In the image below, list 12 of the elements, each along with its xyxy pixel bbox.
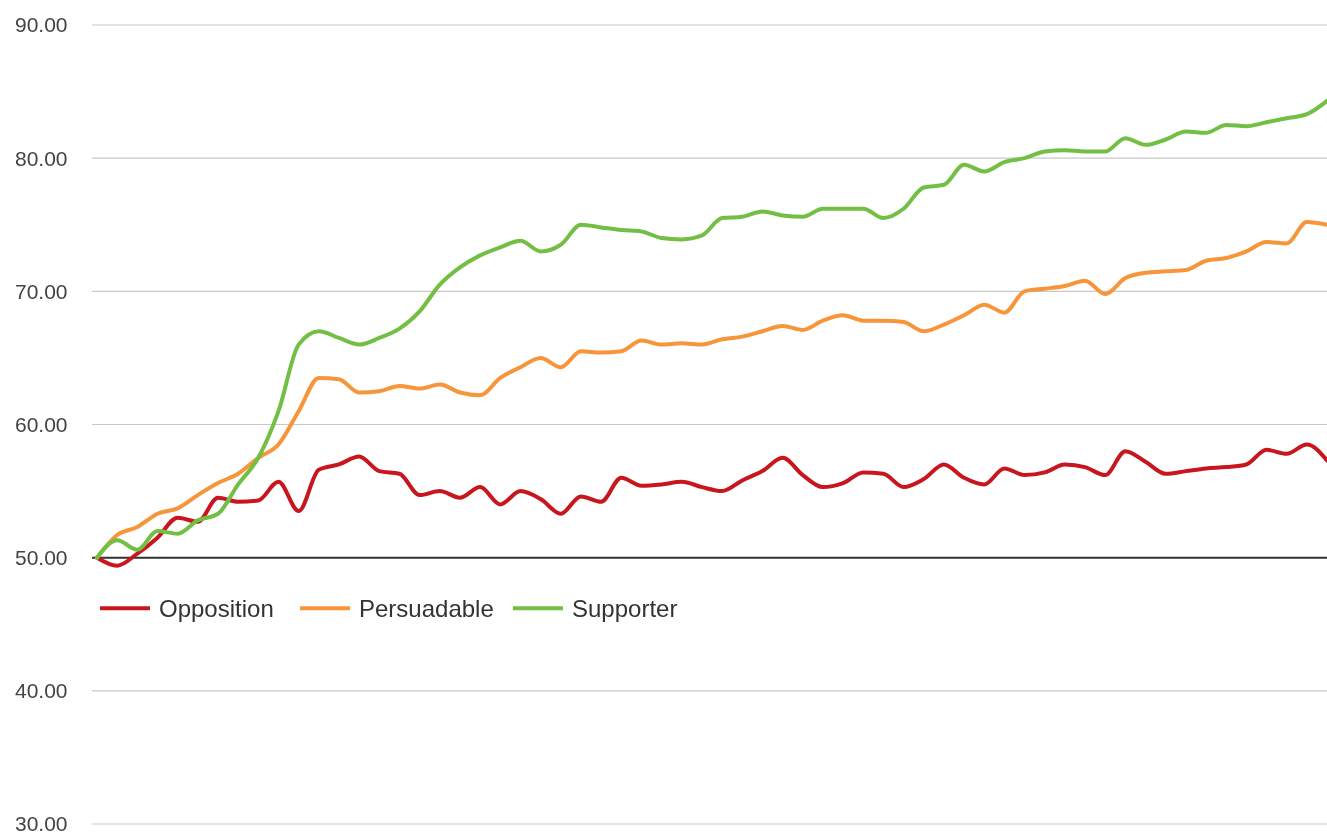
y-tick-label: 60.00 bbox=[15, 412, 68, 436]
legend-label: Supporter bbox=[572, 594, 678, 622]
y-tick-label: 30.00 bbox=[15, 812, 68, 835]
y-tick-label: 40.00 bbox=[15, 679, 68, 703]
line-series bbox=[95, 98, 1327, 560]
y-tick-label: 50.00 bbox=[15, 546, 68, 570]
legend-label: Persuadable bbox=[359, 594, 494, 622]
y-tick-label: 70.00 bbox=[15, 279, 68, 303]
legend-label: Opposition bbox=[159, 594, 274, 622]
line-series bbox=[95, 442, 1327, 568]
y-tick-label: 90.00 bbox=[15, 13, 68, 37]
y-tick-label: 80.00 bbox=[15, 146, 68, 170]
